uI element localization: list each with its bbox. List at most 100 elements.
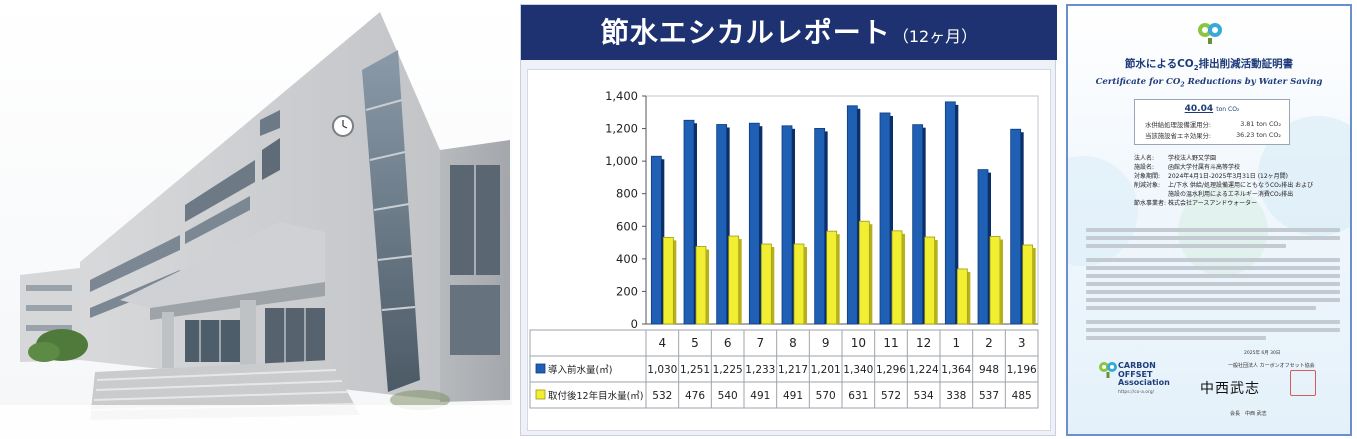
data-label: 534 (914, 390, 934, 402)
bar-before (716, 124, 728, 325)
data-label: 1,225 (713, 364, 743, 376)
detail-value: 函館大学付属有斗高等学校 (1168, 164, 1241, 171)
fine-print-line (1086, 266, 1340, 270)
total-reduction-value: 40.04 (1184, 104, 1214, 114)
total-reduction: 40.04 ton CO₂ (1135, 104, 1289, 114)
bar-before (1010, 128, 1022, 325)
detail-key: 削減対象: (1134, 182, 1161, 189)
data-label: 1,224 (909, 364, 939, 376)
x-tick-label: 10 (851, 336, 866, 350)
logo-line: CARBON (1118, 361, 1156, 370)
bar-after-side (934, 240, 938, 324)
detail-key: 節水事業者: (1134, 200, 1167, 207)
certificate-title-en-sub: 2 (1180, 81, 1185, 89)
bar-before-side (824, 131, 828, 324)
data-label: 476 (685, 390, 705, 402)
ethical-report-panel: 節水エシカルレポート （12ヶ月） 0 200 400 600 800 1,000 1,200… (520, 4, 1057, 436)
bar-after (891, 230, 903, 325)
bar-before-side (955, 104, 959, 324)
bar-after-side (673, 240, 677, 324)
detail-value: 学校法人野又学園 (1168, 155, 1217, 162)
data-label: 540 (718, 390, 738, 402)
bar-before-side (857, 108, 861, 324)
fine-print-line (1086, 228, 1340, 232)
fine-print-line (1086, 328, 1340, 332)
bar-before-side (759, 126, 763, 324)
plot-area (645, 95, 1039, 325)
bubble-decoration (1068, 156, 1138, 266)
data-label: 491 (783, 390, 803, 402)
association-url: https://co-a.org/ (1118, 390, 1155, 395)
bar-before-side (694, 123, 697, 324)
data-label: 570 (816, 390, 836, 402)
school-building-photo (0, 0, 512, 439)
bar-before (977, 169, 989, 325)
data-label: 1,251 (680, 364, 710, 376)
leaf-logo-icon (1198, 23, 1222, 44)
fine-print-line (1086, 236, 1340, 240)
data-label: 572 (881, 390, 901, 402)
water-supply-value: 3.81 ton CO₂ (1240, 120, 1281, 128)
y-tick-label: 0 (631, 317, 638, 331)
y-tick-label: 800 (616, 187, 638, 201)
reduction-summary-box: 40.04 ton CO₂ 水供給処理設備運用分: 3.81 ton CO₂ 当該… (1134, 99, 1290, 145)
certificate-title: 節水によるCO2排出削減活動証明書 (1068, 56, 1350, 72)
data-label: 1,201 (811, 364, 841, 376)
energy-saving-label: 当該施設省エネ効果分: (1145, 132, 1212, 140)
detail-row: 法人名: 学校法人野又学園 (1134, 154, 1344, 163)
x-tick-label: 8 (789, 336, 797, 350)
y-tick-label: 1,200 (605, 122, 638, 136)
bar-after (858, 220, 870, 325)
data-label: 631 (848, 390, 868, 402)
legend-swatch (535, 389, 546, 400)
detail-row: 施設の温水利用によるエネルギー消費CO₂排出 (1134, 190, 1344, 199)
bar-before-side (726, 127, 730, 324)
data-label: 537 (979, 390, 999, 402)
bar-chart: 0 200 400 600 800 1,000 1,200 1,400 4 1,030 532 5 1,… (529, 89, 1039, 409)
detail-row: 施設名: 函館大学付属有斗高等学校 (1134, 163, 1344, 172)
legend-swatch (535, 363, 546, 374)
x-tick-label: 2 (985, 336, 993, 350)
bar-before (879, 112, 891, 325)
y-tick-label: 1,400 (605, 89, 638, 103)
bar-after-side (836, 234, 840, 324)
x-tick-label: 9 (822, 336, 830, 350)
certificate-title-part: 節水によるCO (1124, 58, 1194, 70)
bar-before (912, 124, 924, 325)
issuer-name: 一般社団法人 カーボンオフセット協会 (1228, 363, 1315, 369)
detail-value: 施設の温水利用によるエネルギー消費CO₂排出 (1168, 191, 1294, 198)
detail-row: 節水事業者: 株式会社アースアンドウォーター (1134, 199, 1344, 208)
water-supply-label: 水供給処理設備運用分: (1145, 121, 1212, 129)
bar-after (956, 268, 968, 325)
energy-saving-value: 36.23 ton CO₂ (1236, 131, 1281, 139)
detail-value: 2024年4月1日-2025年3月31日 (12ヶ月間) (1168, 173, 1289, 180)
bar-before-side (988, 172, 991, 324)
bar-after-side (738, 239, 742, 324)
detail-row: 対象期間: 2024年4月1日-2025年3月31日 (12ヶ月間) (1134, 172, 1344, 181)
bar-after-side (706, 249, 709, 324)
data-label: 1,217 (778, 364, 808, 376)
y-tick-label: 200 (616, 284, 638, 298)
red-seal-stamp (1290, 370, 1316, 396)
issue-date: 2025年 6月 30日 (1244, 351, 1281, 356)
data-label: 1,196 (1007, 364, 1037, 376)
data-label: 485 (1012, 390, 1032, 402)
fine-print-line (1086, 274, 1340, 278)
detail-row: 削減対象: 上/下水 供給/処理設備運用にともなうCO₂排出 および (1134, 181, 1344, 190)
x-tick-label: 4 (659, 336, 667, 350)
detail-value: 株式会社アースアンドウォーター (1168, 200, 1258, 207)
fine-print-line (1086, 282, 1340, 286)
fine-print-line (1086, 320, 1340, 324)
bar-after-side (1032, 248, 1036, 324)
bar-after (695, 246, 707, 325)
y-tick-label: 600 (616, 219, 638, 233)
y-tick-label: 1,000 (605, 154, 638, 168)
fine-print-line (1086, 290, 1340, 294)
certificate-title-sub: 2 (1193, 64, 1199, 73)
chart-subtitle: （12ヶ月） (892, 27, 978, 46)
bar-before (683, 119, 695, 325)
fine-print-line (1086, 336, 1266, 340)
y-tick-label: 400 (616, 252, 638, 266)
co2-reduction-certificate: 節水によるCO2排出削減活動証明書 Certificate for CO2 Re… (1066, 4, 1352, 436)
